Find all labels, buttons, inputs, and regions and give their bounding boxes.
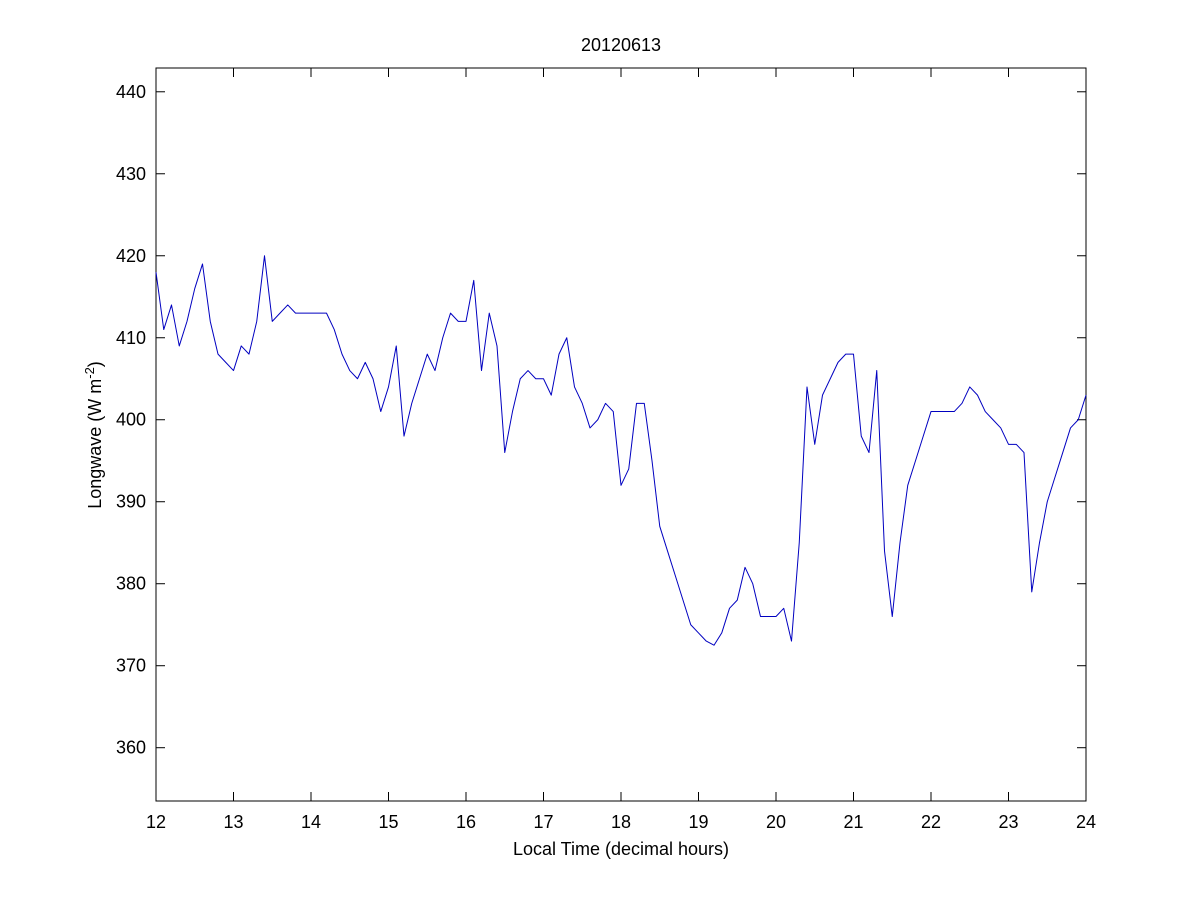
data-line xyxy=(155,255,1087,646)
x-axis-label: Local Time (decimal hours) xyxy=(513,839,729,859)
x-tick-label: 15 xyxy=(378,812,398,832)
y-label-suffix: ) xyxy=(85,361,105,367)
plot-box xyxy=(155,67,1087,802)
x-tick-label: 18 xyxy=(611,812,631,832)
y-tick-label: 390 xyxy=(116,492,146,512)
chart-title: 20120613 xyxy=(581,35,661,55)
x-tick-label: 20 xyxy=(766,812,786,832)
y-tick-label: 370 xyxy=(116,656,146,676)
y-tick-label: 360 xyxy=(116,738,146,758)
x-tick-label: 22 xyxy=(921,812,941,832)
y-label-text: Longwave (W m xyxy=(85,379,105,509)
y-tick-label: 410 xyxy=(116,328,146,348)
y-tick-label: 380 xyxy=(116,574,146,594)
x-tick-label: 24 xyxy=(1076,812,1096,832)
y-tick-label: 430 xyxy=(116,164,146,184)
x-tick-label: 14 xyxy=(301,812,321,832)
y-tick-label: 400 xyxy=(116,410,146,430)
x-tick-label: 21 xyxy=(843,812,863,832)
y-label-sup: -2 xyxy=(82,367,97,379)
x-tick-label: 16 xyxy=(456,812,476,832)
y-axis-label: Longwave (W m-2) xyxy=(82,361,105,509)
y-tick-label: 440 xyxy=(116,82,146,102)
y-tick-label: 420 xyxy=(116,246,146,266)
x-tick-label: 17 xyxy=(533,812,553,832)
x-tick-label: 23 xyxy=(998,812,1018,832)
x-tick-label: 13 xyxy=(223,812,243,832)
x-tick-label: 12 xyxy=(146,812,166,832)
x-tick-label: 19 xyxy=(688,812,708,832)
